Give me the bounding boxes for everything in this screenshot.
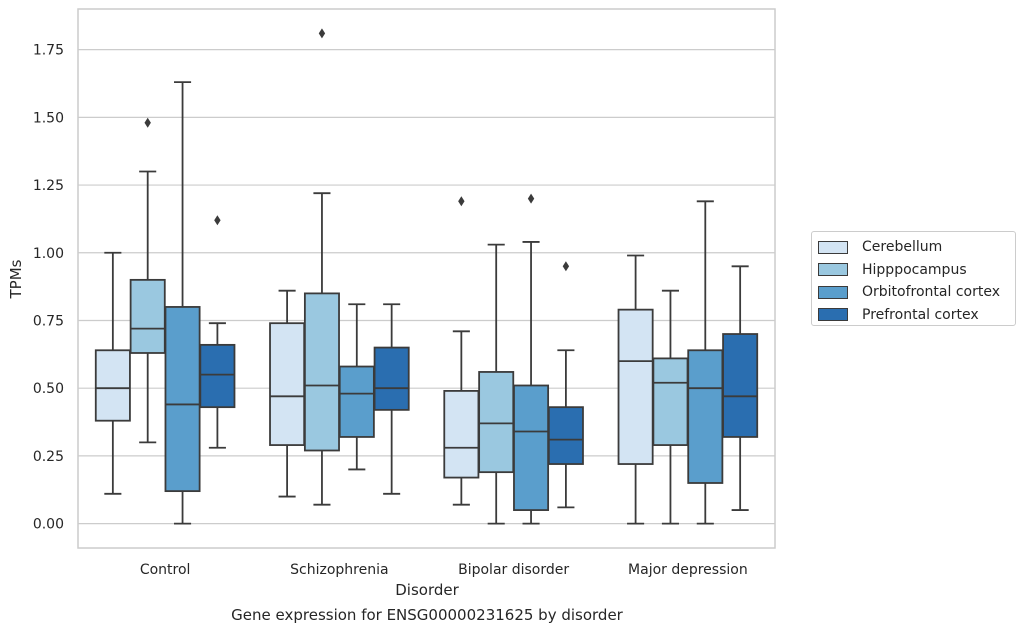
outlier-marker [318,28,326,39]
box-plot [547,261,584,509]
legend: Cerebellum Hipppocampus Orbitofrontal co… [811,231,1016,326]
box [617,308,654,465]
legend-label: Prefrontal cortex [862,306,979,323]
box [443,390,480,479]
y-tick-label: 1.50 [33,110,64,126]
legend-label: Orbitofrontal cortex [862,284,1000,301]
outlier-marker [527,193,535,204]
legend-item-cerebellum: Cerebellum [818,236,1015,259]
y-tick-label: 1.25 [33,178,64,194]
box [129,278,166,354]
box-plot [164,81,201,525]
box-plot [617,254,654,525]
box [652,357,689,446]
box [94,349,131,422]
box [722,333,759,438]
y-axis-ticks: 0.00 0.25 0.50 0.75 1.00 1.25 1.50 1.75 [33,43,64,533]
box [513,384,550,511]
box [303,292,340,452]
box-plot [338,303,375,471]
box-plots [94,28,759,525]
legend-swatch [818,240,848,254]
x-tick-label: Control [140,562,191,578]
outlier-marker [144,117,151,128]
x-axis-ticks: Control Schizophrenia Bipolar disorder Majo… [140,562,748,578]
figure-caption: Gene expression for ENSG00000231625 by d… [231,606,623,624]
box-plot [199,215,236,449]
box [687,349,724,484]
box [164,306,201,493]
box-plot [94,251,131,495]
box-plot [687,200,724,525]
outlier-marker [562,261,570,272]
x-tick-label: Schizophrenia [290,562,388,578]
y-tick-label: 0.00 [33,517,64,533]
y-tick-label: 0.50 [33,381,64,397]
legend-item-prefrontal-cortex: Prefrontal cortex [818,304,1015,327]
y-tick-label: 0.25 [33,449,64,465]
plot-frame [77,8,776,549]
legend-swatch [818,285,848,299]
y-axis-label: TPMs [7,259,25,299]
x-tick-label: Major depression [628,562,748,578]
box [199,343,236,409]
legend-swatch [818,308,848,322]
box-plot [269,289,306,498]
legend-swatch [818,263,848,277]
box [269,322,306,446]
outlier-marker [458,196,465,207]
x-axis-label: Disorder [395,581,459,599]
box-plot [652,289,689,525]
legend-label: Cerebellum [862,239,943,256]
box-plot [722,265,759,511]
box-plot [373,303,410,495]
y-tick-label: 0.75 [33,313,64,329]
box-plot [303,28,340,506]
box [547,406,584,465]
box [373,346,410,411]
legend-item-hippocampus: Hipppocampus [818,259,1015,282]
box [338,365,375,438]
box-plot [513,193,550,525]
outlier-marker [214,215,221,226]
box-plot [478,243,515,525]
box-plot [443,196,480,506]
legend-item-orbitofrontal-cortex: Orbitofrontal cortex [818,281,1015,304]
box [478,371,515,474]
legend-label: Hipppocampus [862,261,967,278]
box-plot [129,117,166,444]
x-tick-label: Bipolar disorder [458,562,569,578]
y-tick-label: 1.75 [33,43,64,59]
y-tick-label: 1.00 [33,246,64,262]
